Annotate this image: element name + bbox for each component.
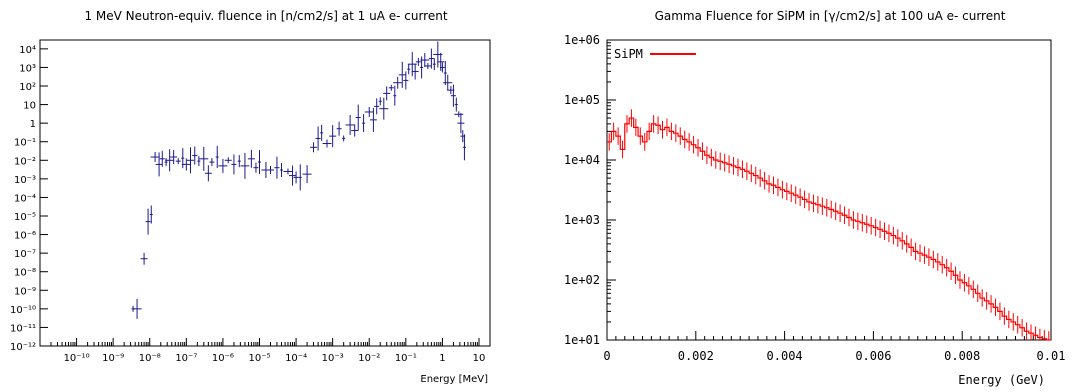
y-tick-label: 10⁻¹¹ [10, 323, 36, 334]
y-tick-label: 1e+05 [564, 93, 600, 107]
y-tick-label: 1e+04 [564, 153, 600, 167]
x-tick-label: 0.008 [944, 349, 980, 363]
chart-right-y-ticks: 1e+01 1e+02 1e+03 1e+04 1e+05 1e+06 [564, 33, 616, 347]
chart-left-x-ticks: 10⁻¹⁰ 10⁻⁹ 10⁻⁸ 10⁻⁷ 10⁻⁶ 10⁻⁵ 10⁻⁴ 10⁻³ 10⁻² 10⁻… [50, 338, 486, 364]
x-tick-label: 10 [473, 353, 486, 364]
y-tick-label: 10⁻² [14, 156, 36, 167]
x-tick-label: 10⁻² [358, 353, 380, 364]
chart-right-marks [607, 109, 1051, 341]
y-tick-label: 1 [30, 119, 36, 130]
x-tick-label: 10⁻⁴ [285, 353, 307, 364]
y-tick-label: 10 [23, 101, 36, 112]
y-tick-label: 10⁻⁴ [14, 193, 36, 204]
y-tick-label: 10² [19, 82, 36, 93]
y-tick-label: 10⁻¹ [14, 138, 36, 149]
x-tick-label: 0.01 [1037, 349, 1066, 363]
x-tick-label: 10⁻¹⁰ [64, 353, 90, 364]
y-tick-label: 1e+06 [564, 33, 600, 47]
x-tick-label: 10⁻⁶ [212, 353, 234, 364]
chart-left-frame [39, 39, 491, 347]
y-tick-label: 10⁻⁵ [14, 212, 36, 223]
y-tick-label: 10³ [19, 63, 36, 74]
y-tick-label: 10⁴ [19, 45, 36, 56]
y-tick-label: 10⁻⁸ [14, 268, 36, 279]
series-sipm-line [607, 117, 1051, 341]
y-tick-label: 10⁻³ [14, 175, 36, 186]
x-tick-label: 10⁻³ [322, 353, 344, 364]
y-tick-label: 10⁻¹⁰ [10, 305, 36, 316]
y-tick-label: 10⁻⁷ [14, 249, 36, 260]
legend-label: SiPM [614, 47, 643, 61]
x-tick-label: 10⁻⁵ [248, 353, 270, 364]
chart-left-y-ticks: 10⁻¹² 10⁻¹¹ 10⁻¹⁰ 10⁻⁹ 10⁻⁸ 10⁻⁷ 10⁻⁶ 10⁻⁵ 10⁻⁴ 1… [10, 45, 48, 353]
x-tick-label: 10⁻⁷ [175, 353, 197, 364]
chart-left-marks [131, 41, 466, 319]
x-tick-label: 10⁻¹ [395, 353, 417, 364]
chart-left-xlabel: Energy [MeV] [420, 374, 488, 385]
x-tick-label: 1 [439, 353, 445, 364]
y-tick-label: 10⁻⁹ [14, 286, 36, 297]
x-tick-label: 0.002 [678, 349, 714, 363]
y-tick-label: 10⁻¹² [10, 342, 36, 353]
x-tick-label: 0 [603, 349, 610, 363]
chart-right-title: Gamma Fluence for SiPM in [γ/cm2/s] at 1… [655, 9, 1006, 23]
chart-right-xlabel: Energy (GeV) [958, 373, 1045, 387]
chart-left-title: 1 MeV Neutron-equiv. fluence in [n/cm2/s… [84, 9, 447, 23]
x-tick-label: 10⁻⁹ [102, 353, 124, 364]
chart-right-x-ticks: 0 0.002 0.004 0.006 0.008 0.01 [603, 331, 1065, 363]
x-tick-label: 10⁻⁸ [139, 353, 161, 364]
x-tick-label: 0.006 [855, 349, 891, 363]
y-tick-label: 1e+01 [564, 333, 600, 347]
legend: SiPM [614, 47, 696, 61]
y-tick-label: 1e+02 [564, 273, 600, 287]
x-tick-label: 0.004 [767, 349, 803, 363]
chart-left: 1 MeV Neutron-equiv. fluence in [n/cm2/s… [10, 9, 491, 385]
y-tick-label: 10⁻⁶ [14, 231, 36, 242]
y-tick-label: 1e+03 [564, 213, 600, 227]
chart-right-frame [606, 39, 1052, 341]
chart-right: Gamma Fluence for SiPM in [γ/cm2/s] at 1… [564, 9, 1066, 387]
